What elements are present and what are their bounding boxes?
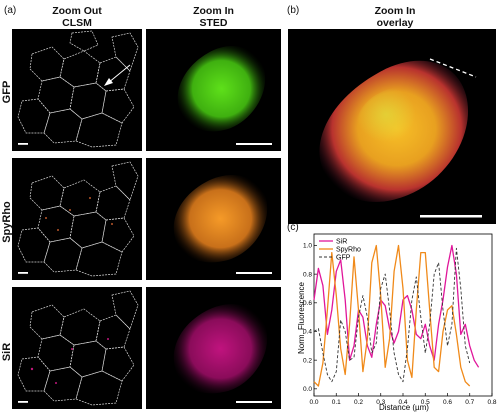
- x-axis-label: Distance (µm): [379, 403, 429, 412]
- header-zoom-out-line1: Zoom Out: [52, 5, 102, 17]
- panel-label-a: (a): [4, 5, 17, 16]
- clsm-sir-image: [12, 287, 142, 409]
- scale-bar: [236, 401, 272, 403]
- scale-bar: [18, 143, 28, 145]
- series-line-spyrho: [313, 244, 471, 387]
- y-tick-label: 0.0: [303, 386, 312, 393]
- header-overlay-line1: Zoom In: [374, 5, 416, 17]
- legend-label-gfp: GFP: [336, 254, 351, 261]
- series-line-sir: [313, 244, 480, 368]
- y-tick-label: 0.8: [303, 271, 312, 278]
- overlay-image: [288, 29, 496, 224]
- header-zoom-in-sted: Zoom In STED: [146, 5, 281, 29]
- scale-bar: [18, 272, 28, 274]
- sted-gfp-cell: [177, 46, 272, 145]
- header-overlay: Zoom In overlay: [330, 5, 460, 29]
- scale-bar: [420, 215, 482, 218]
- x-tick-label: 0.4: [398, 399, 407, 406]
- header-zoom-in-line1: Zoom In: [193, 5, 234, 17]
- legend-label-spyrho: SpyRho: [336, 246, 361, 253]
- x-tick-label: 0.2: [354, 399, 363, 406]
- panel-label-c: (c): [287, 222, 299, 233]
- x-tick-label: 0.8: [487, 399, 496, 406]
- sted-sir-image: [146, 287, 281, 409]
- x-tick-label: 0.6: [443, 399, 452, 406]
- clsm-spyrho-outlines: [17, 161, 139, 277]
- x-tick-label: 0.3: [376, 399, 385, 406]
- x-tick-label: 0.0: [309, 399, 318, 406]
- y-tick-label: 0.6: [303, 300, 312, 307]
- x-tick-label: 0.5: [421, 399, 430, 406]
- line-profile-marker: [429, 58, 477, 78]
- header-zoom-out: Zoom Out CLSM: [12, 5, 142, 29]
- overlay-cell: [319, 58, 482, 218]
- x-tick-label: 0.1: [332, 399, 341, 406]
- header-zoom-in-line2: STED: [199, 17, 228, 29]
- scale-bar: [18, 401, 28, 403]
- legend-label-sir: SiR: [336, 238, 347, 245]
- clsm-gfp-image: [12, 29, 142, 151]
- sted-spyrho-cell: [173, 175, 272, 274]
- y-tick-label: 0.2: [303, 357, 312, 364]
- clsm-sir-outlines: [17, 290, 139, 406]
- clsm-spyrho-image: [12, 158, 142, 280]
- x-tick-label: 0.7: [465, 399, 474, 406]
- sted-spyrho-image: [146, 158, 281, 280]
- arrow-annotation: [104, 64, 131, 86]
- header-zoom-out-line2: CLSM: [62, 17, 92, 29]
- sted-sir-cell: [173, 304, 272, 403]
- scale-bar: [236, 143, 272, 145]
- scale-bar: [236, 272, 272, 274]
- y-tick-label: 1.0: [303, 243, 312, 250]
- line-profile-chart: 0.0 0.1 0.2 0.3 0.4 0.5 0.6 0.7 0.8 0.0 0.2 0.4 0.6 0…: [297, 233, 497, 412]
- sted-gfp-image: [146, 29, 281, 151]
- panel-label-b: (b): [287, 5, 300, 16]
- clsm-gfp-outlines: [17, 30, 139, 148]
- y-tick-label: 0.4: [303, 329, 312, 336]
- header-overlay-line2: overlay: [376, 17, 414, 29]
- y-axis-label: Norm. Fluorescence: [297, 281, 306, 354]
